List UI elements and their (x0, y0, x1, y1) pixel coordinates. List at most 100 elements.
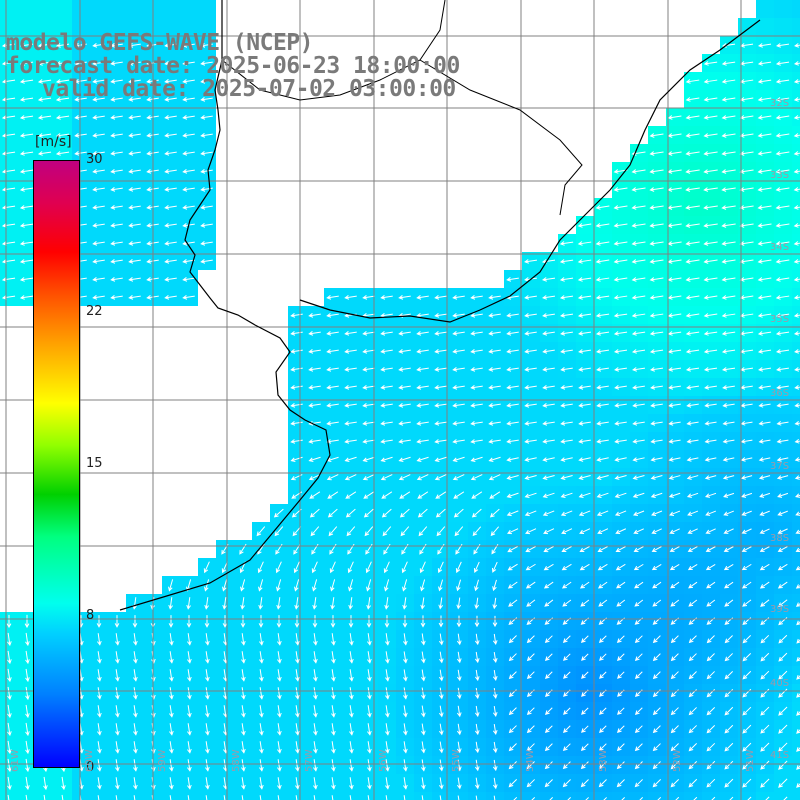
wind-arrow (777, 510, 788, 516)
wind-arrow (706, 742, 716, 752)
wind-arrow (613, 313, 628, 318)
wind-arrow (344, 403, 357, 408)
wind-arrow (362, 403, 375, 408)
wind-arrow (634, 743, 643, 752)
wind-arrow (631, 241, 646, 246)
wind-arrow (742, 778, 752, 788)
wind-arrow (685, 331, 700, 336)
wind-arrow (758, 475, 771, 480)
wind-arrow (562, 599, 572, 607)
wind-arrow (794, 43, 800, 48)
wind-arrow (290, 385, 303, 390)
wind-arrow (367, 777, 372, 790)
wind-arrow (349, 687, 354, 700)
wind-arrow (25, 794, 28, 800)
wind-arrow (776, 475, 789, 480)
wind-arrow (793, 313, 800, 318)
wind-arrow (97, 741, 102, 754)
wind-arrow (723, 510, 734, 516)
wind-arrow (613, 331, 628, 336)
wind-arrow (706, 599, 716, 607)
wind-arrow (367, 759, 372, 772)
wind-arrow (328, 526, 338, 537)
wind-arrow (128, 241, 141, 246)
wind-arrow (115, 795, 118, 800)
wind-arrow (632, 439, 645, 444)
wind-arrow (74, 151, 87, 156)
wind-arrow (706, 581, 716, 589)
wind-arrow (182, 187, 195, 192)
wind-arrow (403, 795, 406, 800)
wind-arrow (349, 741, 354, 754)
wind-arrow (362, 367, 375, 372)
wind-arrow (541, 277, 556, 282)
wind-arrow (420, 615, 426, 628)
wind-arrow (542, 403, 555, 408)
wind-arrow (757, 61, 772, 66)
wind-arrow (474, 741, 480, 754)
wind-arrow (614, 510, 627, 517)
wind-arrow (308, 385, 321, 390)
wind-arrow (403, 759, 408, 772)
wind-arrow (650, 492, 663, 498)
wind-arrow (492, 597, 498, 610)
wind-arrow (25, 758, 30, 773)
wind-arrow (362, 349, 375, 354)
wind-arrow (794, 475, 800, 480)
wind-arrow (598, 761, 607, 770)
wind-arrow (775, 295, 790, 300)
wind-arrow (724, 778, 734, 788)
wind-arrow (544, 599, 554, 607)
wind-arrow (506, 367, 519, 372)
wind-arrow (349, 633, 354, 646)
wind-arrow (416, 439, 429, 444)
wind-arrow (205, 741, 210, 754)
wind-arrow (704, 475, 717, 480)
wind-arrow (19, 259, 34, 264)
wind-arrow (366, 579, 372, 592)
speed-cell (180, 18, 198, 36)
speed-cell (54, 0, 72, 18)
wind-arrow (474, 597, 480, 610)
wind-arrow (421, 669, 426, 682)
wind-arrow (581, 671, 589, 679)
wind-arrow (703, 79, 718, 84)
wind-arrow (794, 385, 800, 390)
wind-arrow (128, 259, 141, 264)
wind-arrow (796, 747, 800, 752)
wind-arrow (277, 795, 280, 800)
wind-arrow (595, 241, 610, 246)
wind-arrow (649, 277, 664, 282)
wind-arrow (724, 706, 734, 716)
wind-arrow (382, 526, 392, 537)
wind-arrow (739, 223, 754, 228)
wind-arrow (385, 705, 390, 718)
wind-arrow (652, 743, 661, 752)
wind-arrow (670, 599, 680, 607)
speed-cell (396, 792, 414, 800)
wind-arrow (652, 581, 662, 589)
wind-arrow (722, 403, 735, 408)
wind-arrow (559, 295, 574, 300)
wind-arrow (711, 796, 716, 800)
speed-cell (252, 792, 270, 800)
wind-arrow (434, 367, 447, 372)
wind-arrow (741, 492, 753, 498)
wind-arrow (380, 474, 393, 481)
wind-arrow (331, 705, 336, 718)
wind-arrow (308, 313, 321, 318)
wind-arrow (492, 688, 498, 699)
wind-arrow (164, 187, 177, 192)
wind-arrow (685, 79, 700, 84)
wind-arrow (326, 367, 339, 372)
wind-arrow (578, 457, 591, 462)
wind-arrow (364, 526, 374, 537)
wind-arrow (25, 650, 30, 665)
wind-arrow (758, 421, 771, 426)
wind-arrow (632, 457, 645, 462)
wind-arrow (55, 43, 70, 48)
wind-arrow (128, 43, 141, 48)
wind-arrow (759, 581, 770, 589)
wind-arrow (419, 561, 426, 574)
latitude-label: 35S (770, 314, 790, 325)
